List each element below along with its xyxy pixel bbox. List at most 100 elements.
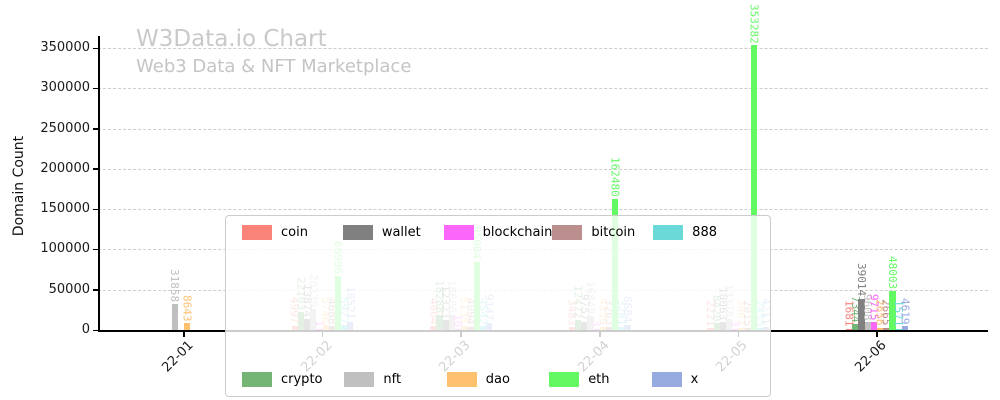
y-tick-mark (93, 47, 98, 49)
bar-value-label: 2656 (873, 299, 887, 326)
gridline (98, 128, 988, 130)
x-tick-label: 22-06 (852, 338, 890, 376)
bar-value-label: 48003 (885, 256, 899, 290)
legend-label: crypto (281, 372, 323, 387)
legend-item-bitcoin: bitcoin (552, 225, 653, 240)
legend-label: bitcoin (591, 225, 636, 240)
bar-slot (209, 36, 215, 330)
chart-title: W3Data.io Chart (136, 26, 327, 52)
legend-item-888: 888 (653, 225, 754, 240)
y-axis-spine (98, 36, 100, 330)
bar-888-22-06 (895, 328, 902, 330)
legend-swatch-dao (446, 372, 477, 387)
bar-slot: 2656 (873, 36, 887, 330)
bar-eth-22-06 (889, 291, 896, 330)
y-axis-label: Domain Count (11, 135, 27, 237)
y-tick-label: 150000 (40, 201, 90, 217)
bar-value-label: 4619 (898, 297, 912, 325)
bar-x-22-06 (901, 326, 908, 330)
bar-value-label: 1681 (842, 300, 856, 327)
legend: coin wallet blockchain bitcoin 888 crypto nft d… (225, 215, 771, 397)
legend-label: eth (588, 372, 610, 387)
bar-group-22-06: 1681 7344 39014 9608 9715 2656 2665 48003 1571 46… (842, 36, 912, 330)
x-tick-mark (183, 332, 185, 337)
bar-value-label: 162480 (608, 157, 622, 198)
y-tick-label: 50000 (48, 281, 90, 297)
bar-slot: 9608 (861, 36, 875, 330)
legend-item-eth: eth (549, 372, 651, 387)
legend-swatch-eth (549, 372, 580, 387)
y-tick-mark (93, 248, 98, 251)
bar-value-label: 9715 (867, 293, 881, 321)
x-tick-label: 22-01 (159, 338, 197, 376)
chart-subtitle: Web3 Data & NFT Marketplace (136, 56, 412, 77)
gridline (98, 209, 988, 211)
y-tick-label: 300000 (40, 80, 90, 96)
legend-row: coin wallet blockchain bitcoin 888 (242, 225, 754, 240)
y-tick-mark (93, 87, 98, 90)
bar-nft-22-06 (864, 322, 871, 330)
bar-coin-22-06 (846, 328, 853, 330)
legend-item-blockchain: blockchain (443, 225, 552, 240)
legend-swatch-nft (344, 372, 375, 387)
y-tick-mark (93, 329, 98, 331)
gridline (98, 168, 988, 170)
bar-value-label: 31858 (168, 269, 182, 303)
bar-value-label: 9608 (861, 293, 875, 321)
bar-value-label: 353282 (747, 3, 761, 44)
bar-slot: 4619 (898, 36, 912, 330)
legend-item-crypto: crypto (242, 372, 344, 387)
legend-item-dao: dao (446, 372, 549, 387)
legend-label: coin (281, 225, 308, 240)
y-tick-label: 200000 (40, 160, 90, 176)
legend-item-nft: nft (344, 372, 446, 387)
bar-eth-22-05 (750, 45, 757, 330)
y-tick-label: 0 (81, 322, 90, 337)
legend-swatch-888 (653, 225, 684, 240)
legend-label: wallet (381, 225, 421, 240)
legend-row: crypto nft dao eth x (242, 372, 754, 387)
y-tick-label: 250000 (40, 120, 90, 136)
y-tick-mark (93, 289, 98, 291)
legend-swatch-crypto (242, 372, 272, 387)
legend-swatch-wallet (342, 225, 373, 240)
legend-swatch-x (651, 372, 682, 387)
bar-slot: 9715 (867, 36, 881, 330)
legend-label: x (690, 372, 699, 387)
y-tick-label: 350000 (40, 40, 90, 55)
bar-slot: 48003 (885, 36, 899, 330)
bar-group-22-01: 31858 8643 (153, 36, 215, 330)
bar-slot: 353282 (747, 4, 760, 330)
bar-value-label: 39014 (854, 263, 868, 297)
bar-dao-22-06 (876, 327, 884, 330)
bar-nft-22-01 (171, 304, 178, 330)
bar-slot: 1681 (842, 36, 856, 330)
bar-bitcoin-22-06 (883, 327, 890, 330)
gridline (98, 88, 988, 90)
legend-item-x: x (651, 372, 754, 387)
bar-crypto-22-06 (852, 324, 859, 330)
bar-slot: 31858 (168, 36, 182, 330)
bar-slot: 8643 (180, 36, 194, 330)
x-tick-mark (876, 332, 878, 337)
legend-swatch-coin (242, 225, 272, 240)
bar-value-label: 8643 (180, 294, 194, 322)
bar-value-label: 1571 (892, 300, 906, 327)
legend-label: 888 (692, 225, 717, 240)
legend-swatch-bitcoin (552, 225, 583, 240)
y-tick-mark (93, 168, 98, 170)
bar-slot: 1571 (892, 36, 906, 330)
y-tick-mark (93, 208, 98, 211)
legend-swatch-blockchain (443, 225, 474, 240)
legend-label: dao (485, 372, 510, 387)
gridline (98, 48, 988, 49)
legend-item-coin: coin (242, 225, 343, 240)
bar-wallet-22-06 (858, 298, 865, 330)
bar-dao-22-01 (183, 323, 191, 330)
bar-slot: 39014 (854, 36, 868, 330)
bar-blockchain-22-06 (870, 322, 877, 330)
legend-label: nft (383, 372, 402, 387)
legend-item-wallet: wallet (342, 225, 444, 240)
y-tick-mark (93, 128, 98, 130)
